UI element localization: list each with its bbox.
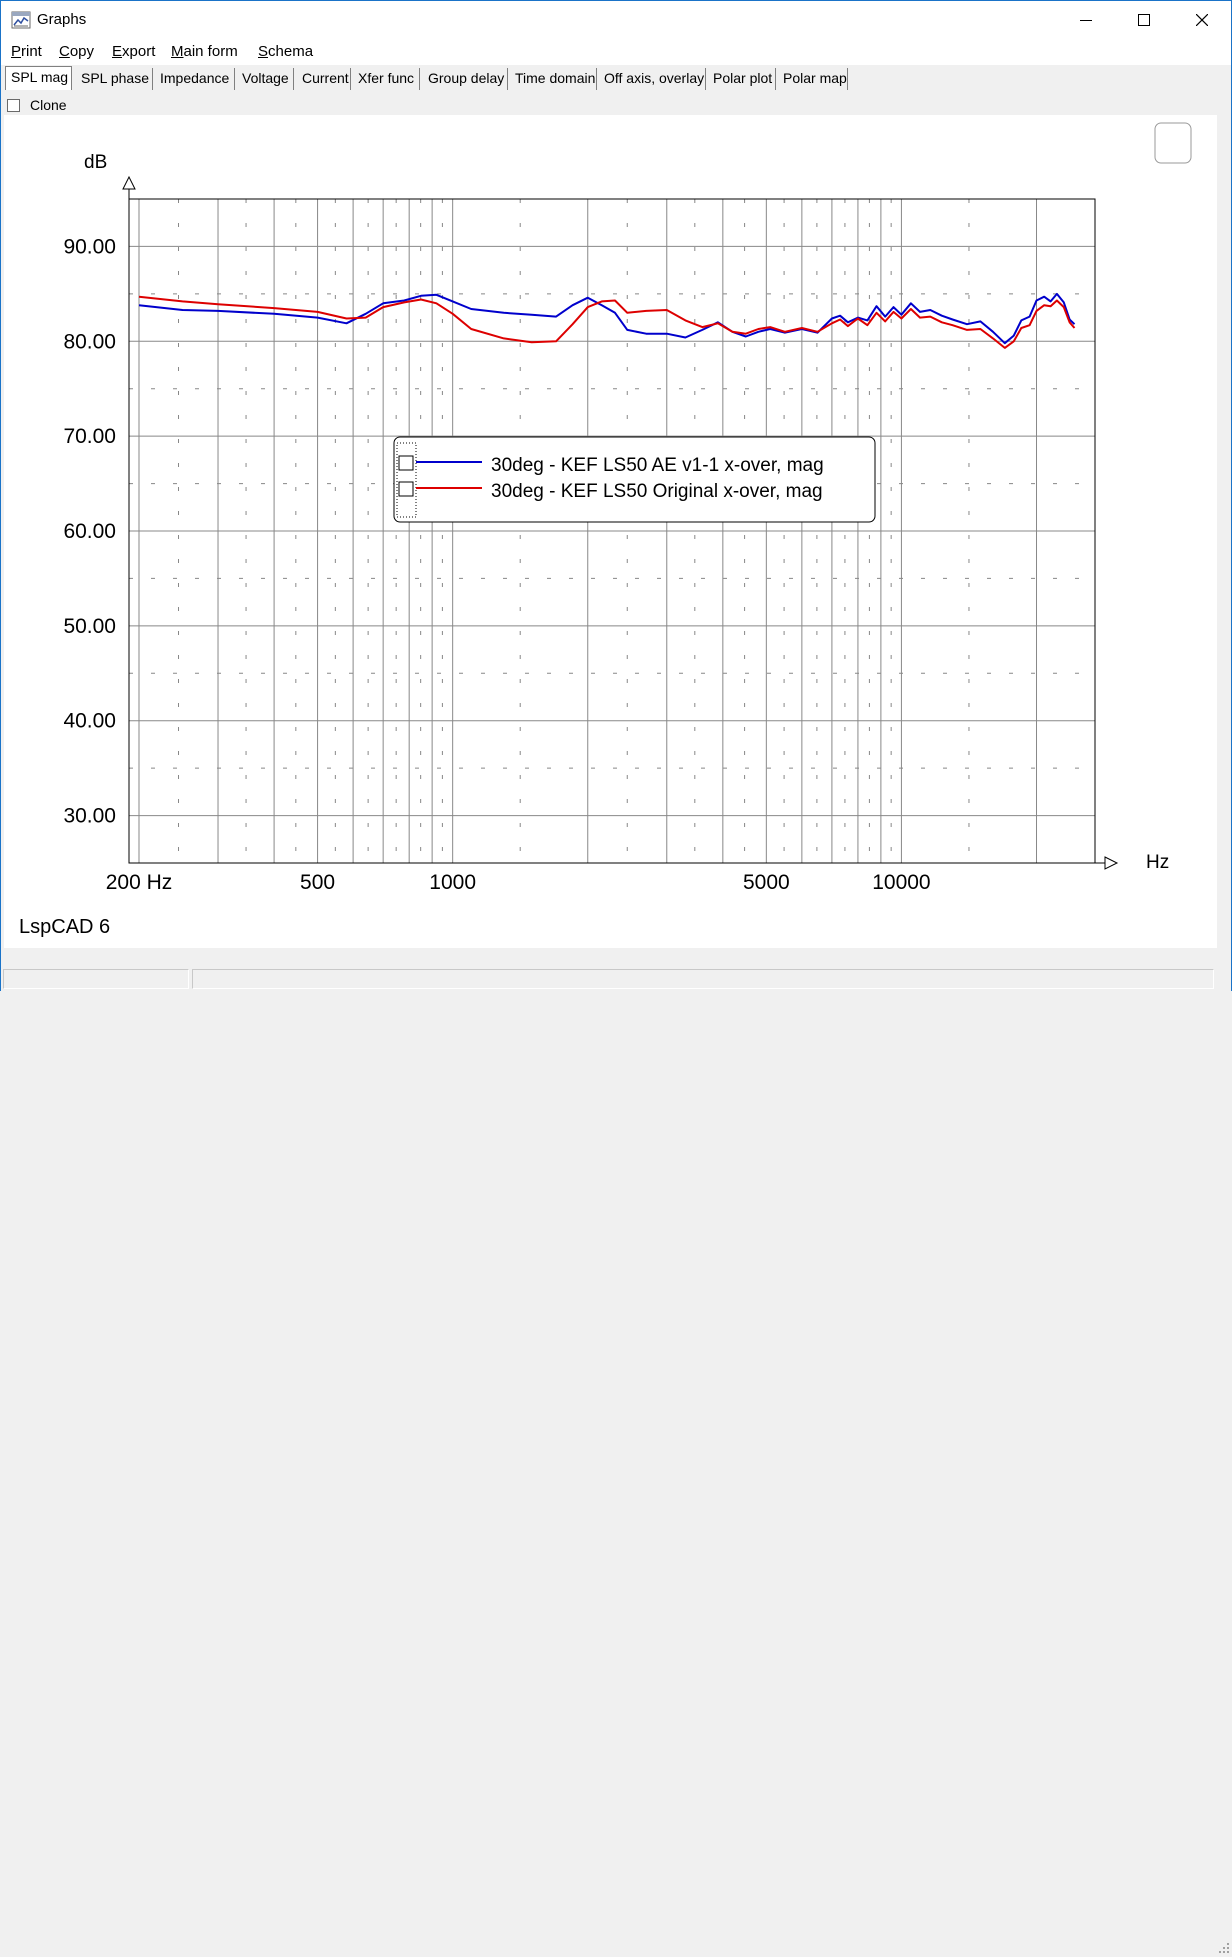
resize-grip-icon[interactable] [1213,1937,1231,1957]
menu-bar: Print Copy Export Main form Schema [1,39,1231,65]
tab-impedance[interactable]: Impedance [155,68,235,90]
minimize-button[interactable] [1057,1,1115,39]
status-pane-1 [3,969,189,989]
x-tick-label: 200 Hz [106,871,173,894]
y-tick-label: 50.00 [63,615,116,638]
legend-checkbox-original[interactable] [398,481,414,497]
y-axis-arrow [122,175,136,199]
tab-group-delay[interactable]: Group delay [423,68,508,90]
brand-label: LspCAD 6 [19,916,110,938]
y-tick-label: 40.00 [63,710,116,733]
y-tick-label: 80.00 [63,330,116,353]
minimize-icon [1080,20,1092,21]
tab-xfer-func[interactable]: Xfer func [353,68,420,90]
graph-options-button[interactable] [1154,122,1192,164]
close-button[interactable] [1173,1,1231,39]
window-title: Graphs [37,11,87,28]
tab-voltage[interactable]: Voltage [237,68,294,90]
menu-print[interactable]: Print [11,43,42,60]
series-line-original [138,295,1076,349]
maximize-icon [1138,14,1150,26]
chart-legend: 30deg - KEF LS50 AE v1-1 x-over, mag 30d… [393,436,876,523]
x-tick-label: 5000 [743,871,790,894]
maximize-button[interactable] [1115,1,1173,39]
x-tick-label: 10000 [872,871,930,894]
menu-export[interactable]: Export [112,43,156,60]
plot-frame [128,198,1096,864]
menu-main-form[interactable]: Main form [171,43,238,60]
legend-label-ae: 30deg - KEF LS50 AE v1-1 x-over, mag [491,455,824,476]
tab-polar-map[interactable]: Polar map [778,68,848,90]
clone-option[interactable]: Clone [7,96,67,114]
close-icon [1196,14,1208,26]
y-tick-label: 60.00 [63,520,116,543]
clone-label: Clone [30,97,67,113]
tab-time-domain[interactable]: Time domain [510,68,597,90]
legend-label-original: 30deg - KEF LS50 Original x-over, mag [491,481,823,502]
tab-current[interactable]: Current [297,68,351,90]
clone-checkbox[interactable] [7,98,20,112]
graph-tabs: SPL mag SPL phase Impedance Voltage Curr… [1,65,1231,91]
spl-chart[interactable]: 30.00 40.00 50.00 60.00 70.00 80.00 90.00 200 H… [4,115,1217,948]
status-bar [1,967,1231,1953]
graphs-app-icon [11,11,31,29]
x-axis-label: Hz [1146,852,1169,873]
y-tick-label: 30.00 [63,805,116,828]
x-axis-arrow [1095,856,1119,870]
tab-spl-phase[interactable]: SPL phase [76,68,153,90]
x-tick-label: 500 [300,871,335,894]
tab-off-axis-overlay[interactable]: Off axis, overlay [599,68,706,90]
vertical-scrollbar[interactable] [1217,115,1231,967]
graph-panel[interactable]: 30.00 40.00 50.00 60.00 70.00 80.00 90.00 200 H… [4,115,1217,948]
menu-copy[interactable]: Copy [59,43,95,60]
title-bar[interactable]: Graphs [1,1,1231,39]
status-pane-2 [192,969,1214,989]
x-tick-label: 1000 [429,871,476,894]
legend-checkbox-ae[interactable] [398,455,414,471]
y-axis-label: dB [84,152,107,173]
y-tick-label: 70.00 [63,425,116,448]
tab-spl-mag[interactable]: SPL mag [5,66,72,90]
menu-schema[interactable]: Schema [258,43,314,60]
y-tick-label: 90.00 [63,235,116,258]
tab-polar-plot[interactable]: Polar plot [708,68,776,90]
